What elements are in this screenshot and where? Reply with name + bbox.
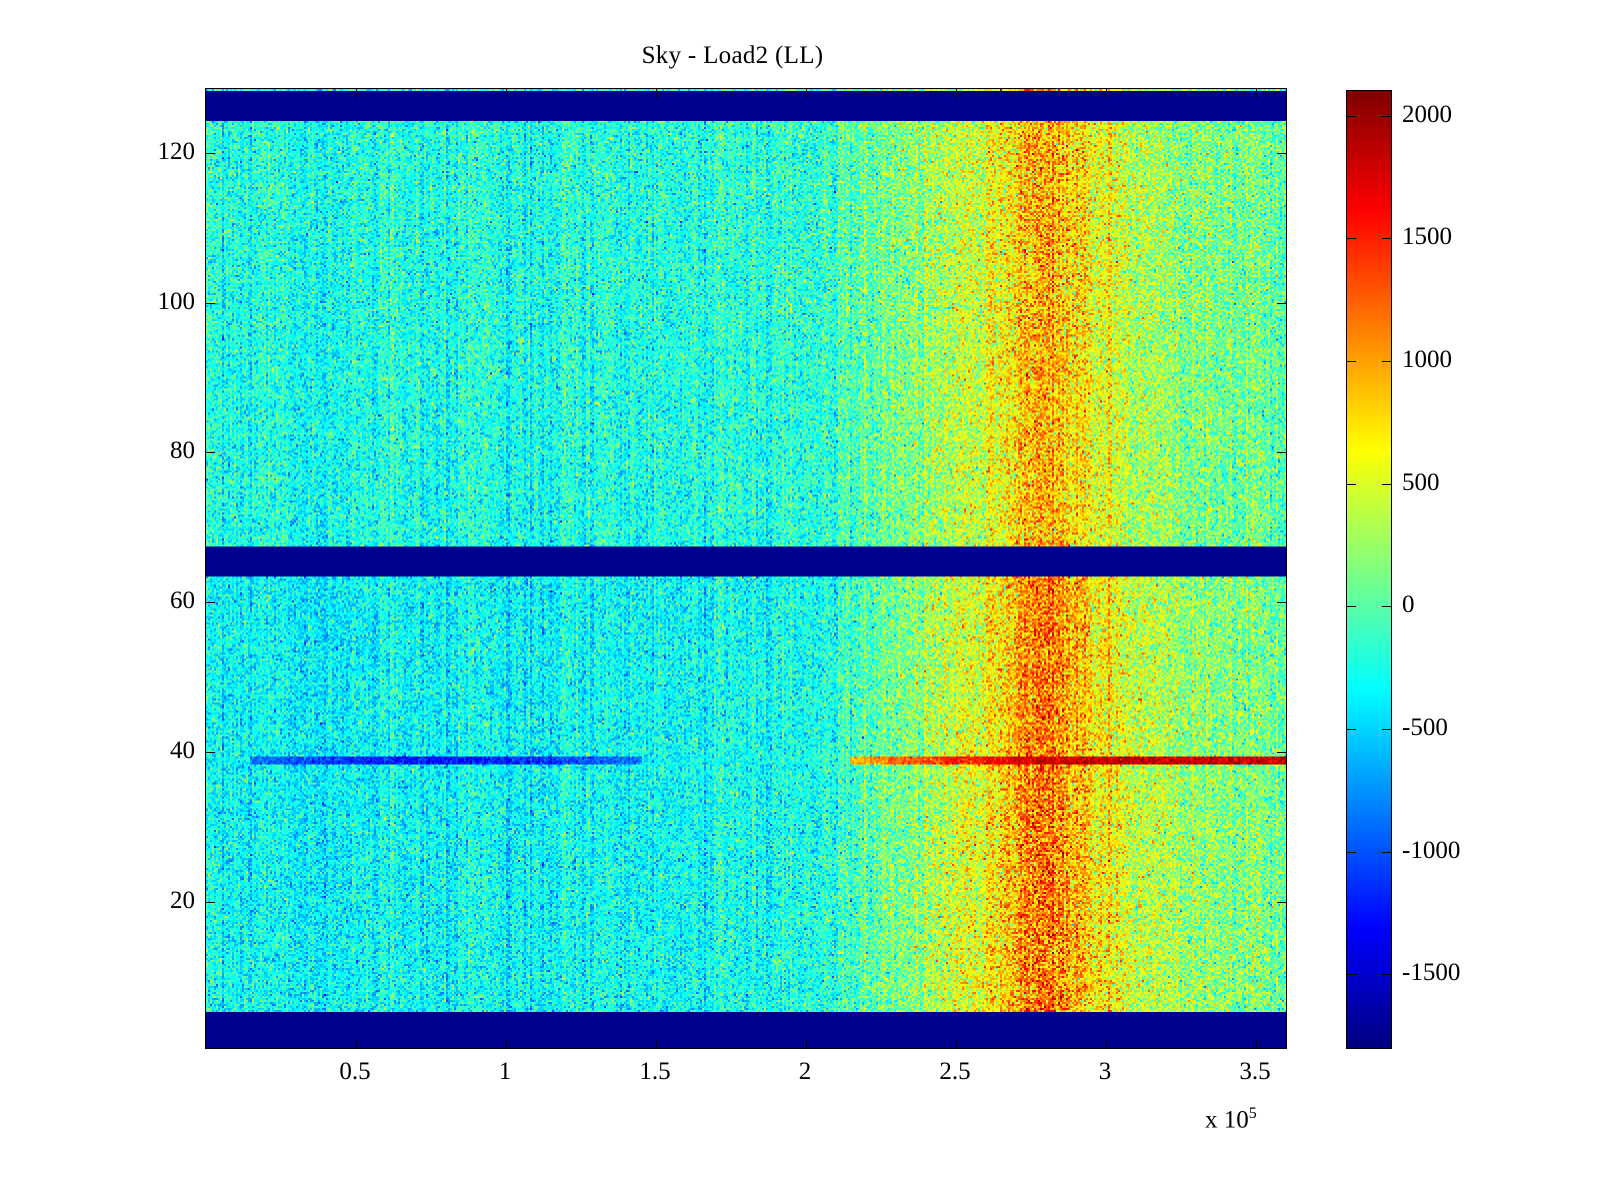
y-tick-label: 100 <box>157 287 196 315</box>
x-tick-mark <box>356 1039 357 1048</box>
colorbar-tick-label: -1500 <box>1402 959 1461 987</box>
x-tick-label: 1.5 <box>639 1058 671 1085</box>
colorbar-tick-mark-left <box>1347 729 1356 730</box>
y-tick-mark <box>206 901 215 903</box>
x-tick-mark <box>806 1039 807 1048</box>
y-tick-mark-right <box>1277 602 1286 604</box>
x-tick-mark-top <box>956 89 957 98</box>
colorbar-tick-mark-left <box>1347 115 1356 117</box>
colorbar-tick-mark-left <box>1347 851 1356 853</box>
x-tick-label: 0.5 <box>339 1058 371 1085</box>
y-tick-mark <box>206 302 215 304</box>
x-tick-mark <box>1256 1039 1257 1048</box>
x-exponent-text: x 10 <box>1205 1106 1249 1134</box>
y-tick-mark <box>206 452 215 454</box>
colorbar-tick-label: 0 <box>1402 591 1415 619</box>
colorbar-tick-mark-right <box>1382 115 1391 117</box>
y-tick-mark <box>206 602 215 604</box>
y-tick-label: 60 <box>170 587 195 615</box>
x-tick-mark <box>1106 1039 1107 1048</box>
y-tick-mark-right <box>1277 152 1286 154</box>
x-exponent-power: 5 <box>1248 1105 1257 1122</box>
x-tick-mark-top <box>1106 89 1107 98</box>
y-tick-mark-right <box>1277 901 1286 903</box>
colorbar-tick-mark-left <box>1347 238 1356 240</box>
x-tick-mark-top <box>506 89 507 98</box>
colorbar-tick-label: 2000 <box>1402 100 1452 128</box>
x-tick-mark <box>956 1039 957 1048</box>
page-title: Sky - Load2 (LL) <box>641 42 824 69</box>
colorbar-tick-label: 1000 <box>1402 345 1452 373</box>
x-tick-label: 2.5 <box>939 1058 971 1085</box>
y-tick-label: 20 <box>170 886 195 914</box>
colorbar-tick-mark-right <box>1382 974 1391 976</box>
heatmap-axes <box>205 88 1287 1049</box>
y-tick-mark <box>206 152 215 154</box>
x-tick-label: 3 <box>1098 1058 1112 1085</box>
y-axis-tick-labels: 20 40 60 80 100 120 <box>140 0 196 1200</box>
x-tick-mark-top <box>1256 89 1257 98</box>
colorbar-tick-label: 500 <box>1402 468 1440 496</box>
x-tick-label: 2 <box>798 1058 812 1085</box>
y-tick-mark-right <box>1277 452 1286 454</box>
colorbar-tick-label: -500 <box>1402 714 1448 741</box>
x-tick-mark-top <box>356 89 357 98</box>
colorbar-gradient <box>1347 91 1391 1048</box>
x-tick-mark-top <box>656 89 657 98</box>
colorbar-tick-mark-left <box>1347 974 1356 976</box>
colorbar-tick-mark-left <box>1347 360 1356 362</box>
x-tick-mark <box>506 1039 507 1048</box>
y-tick-label: 80 <box>170 437 195 465</box>
colorbar-tick-mark-left <box>1347 483 1356 485</box>
colorbar <box>1346 90 1392 1049</box>
x-tick-mark-top <box>806 89 807 98</box>
heatmap-image <box>206 89 1286 1048</box>
y-tick-label: 120 <box>157 137 196 165</box>
x-tick-label: 3.5 <box>1239 1058 1271 1085</box>
colorbar-tick-mark-right <box>1382 729 1391 730</box>
y-tick-mark-right <box>1277 302 1286 304</box>
colorbar-tick-label: -1000 <box>1402 836 1461 864</box>
y-tick-mark <box>206 752 215 754</box>
colorbar-tick-mark-right <box>1382 483 1391 485</box>
x-tick-label: 1 <box>498 1058 512 1085</box>
x-tick-mark <box>656 1039 657 1048</box>
y-tick-mark-right <box>1277 752 1286 754</box>
colorbar-tick-mark-right <box>1382 606 1391 608</box>
colorbar-tick-mark-right <box>1382 851 1391 853</box>
colorbar-tick-mark-right <box>1382 360 1391 362</box>
y-tick-label: 40 <box>170 737 195 765</box>
colorbar-tick-mark-right <box>1382 238 1391 240</box>
x-axis-exponent-label: x 105 <box>1205 1105 1257 1134</box>
colorbar-tick-label: 1500 <box>1402 223 1452 251</box>
colorbar-tick-mark-left <box>1347 606 1356 608</box>
